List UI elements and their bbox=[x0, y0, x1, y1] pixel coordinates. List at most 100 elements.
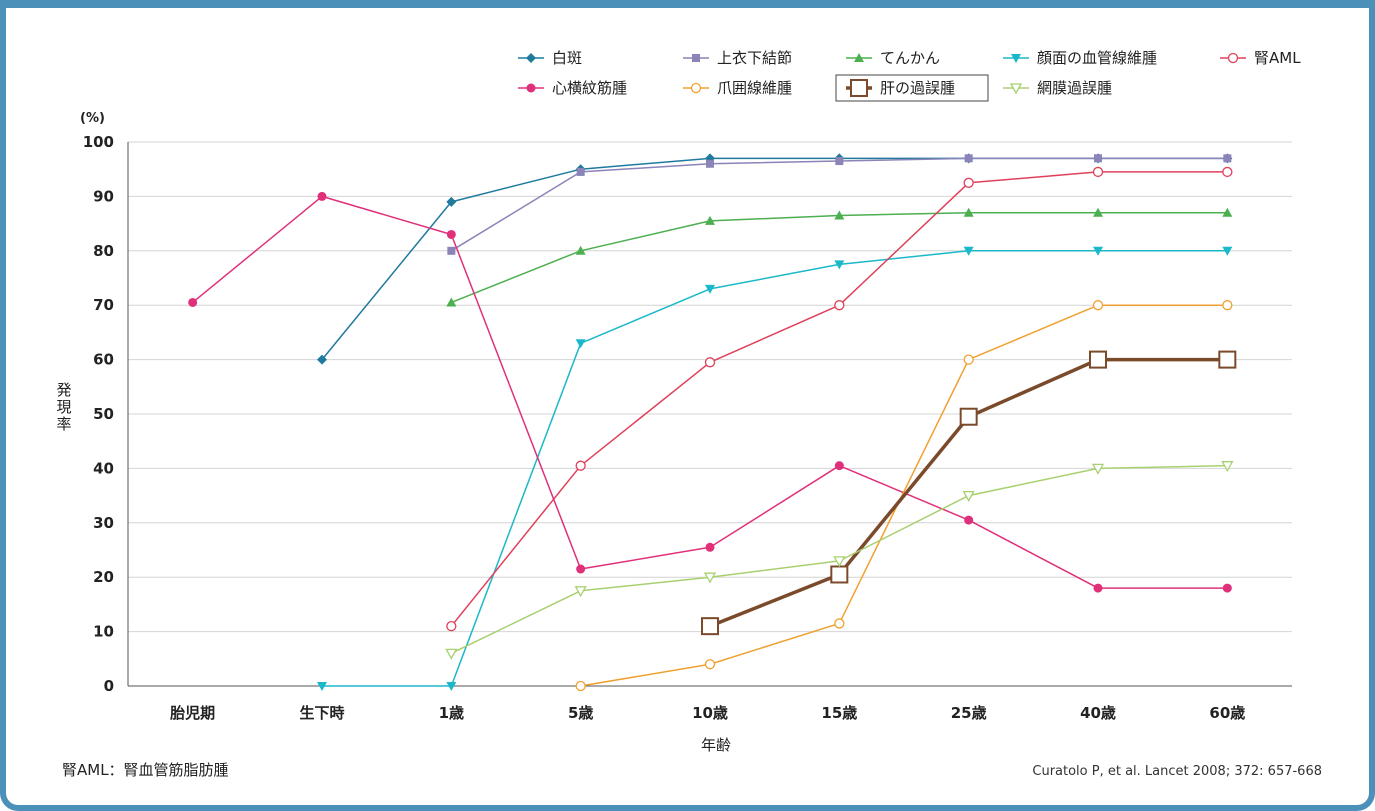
data-point bbox=[834, 260, 845, 270]
x-tick-label: 胎児期 bbox=[170, 704, 215, 722]
legend: 白斑 上衣下結節 てんかん 顔面の血管線維腫 腎AML 心横紋筋腫 爪囲線維腫 肝の過誤腫 網膜… bbox=[518, 49, 1301, 102]
data-point bbox=[962, 490, 975, 502]
y-tick-label: 50 bbox=[93, 405, 114, 423]
data-point bbox=[317, 354, 327, 365]
x-tick-label: 10歳 bbox=[692, 704, 728, 722]
x-tick-label: 生下時 bbox=[299, 704, 344, 722]
data-point bbox=[576, 167, 585, 176]
data-point bbox=[834, 300, 845, 311]
legend-swatch-marker bbox=[850, 79, 868, 97]
legend-label: 心横紋筋腫 bbox=[552, 79, 627, 97]
data-point bbox=[447, 246, 456, 255]
legend-label: てんかん bbox=[880, 49, 940, 67]
data-point bbox=[964, 154, 973, 163]
x-tick-label: 60歳 bbox=[1209, 704, 1245, 722]
data-point bbox=[1222, 166, 1233, 178]
legend-swatch-marker bbox=[692, 54, 700, 62]
y-tick-label: 100 bbox=[83, 133, 114, 151]
series bbox=[446, 207, 1233, 307]
data-point bbox=[1093, 583, 1103, 593]
y-unit-label: (%) bbox=[80, 111, 105, 126]
data-point bbox=[705, 215, 715, 225]
data-point bbox=[575, 460, 586, 471]
legend-swatch-marker bbox=[1227, 52, 1239, 64]
series bbox=[188, 191, 1232, 593]
data-point bbox=[1222, 583, 1232, 593]
series-line bbox=[580, 304, 1228, 687]
series bbox=[446, 166, 1233, 632]
y-tick-label: 60 bbox=[93, 351, 114, 369]
data-point bbox=[833, 556, 846, 568]
legend-item: 心横紋筋腫 bbox=[518, 79, 627, 97]
data-point bbox=[704, 659, 716, 670]
legend-label: 爪囲線維腫 bbox=[717, 79, 792, 97]
y-tick-label: 40 bbox=[93, 459, 114, 477]
data-point bbox=[446, 229, 456, 239]
legend-swatch-marker bbox=[526, 53, 536, 63]
data-point bbox=[1093, 246, 1103, 256]
data-point bbox=[963, 246, 974, 256]
data-point bbox=[446, 621, 457, 632]
data-point bbox=[963, 354, 974, 365]
series-line bbox=[321, 157, 1228, 361]
legend-label: 白斑 bbox=[552, 49, 582, 67]
x-tick-label: 40歳 bbox=[1080, 704, 1116, 722]
data-point bbox=[835, 157, 844, 166]
x-tick-label: 5歳 bbox=[568, 704, 593, 722]
data-point bbox=[705, 542, 715, 552]
citation: Curatolo P, et al. Lancet 2008; 372: 657… bbox=[1032, 764, 1322, 779]
data-point bbox=[188, 297, 198, 307]
series bbox=[445, 461, 1234, 660]
y-tick-label: 20 bbox=[93, 568, 114, 586]
data-point bbox=[446, 297, 457, 307]
data-point bbox=[959, 407, 978, 426]
legend-item: 網膜過誤腫 bbox=[1003, 79, 1112, 97]
y-tick-label: 70 bbox=[93, 296, 114, 314]
y-tick-labels: 0 10 20 30 40 50 60 70 80 90 100 bbox=[83, 133, 114, 695]
series-line bbox=[192, 195, 1228, 589]
series bbox=[317, 246, 1233, 691]
y-tick-label: 10 bbox=[93, 623, 114, 641]
data-point bbox=[963, 207, 974, 217]
legend-item: 上衣下結節 bbox=[683, 49, 792, 67]
x-tick-label: 15歳 bbox=[821, 704, 857, 722]
data-point bbox=[575, 245, 586, 255]
series-line bbox=[322, 250, 1228, 687]
data-point bbox=[701, 617, 719, 636]
legend-swatch-marker bbox=[1011, 54, 1021, 63]
data-point bbox=[1094, 154, 1102, 163]
y-axis-title: 発現率 bbox=[56, 381, 71, 433]
legend-highlight-box bbox=[835, 74, 989, 102]
y-tick-label: 90 bbox=[93, 187, 114, 205]
data-point bbox=[317, 682, 327, 691]
legend-item: 白斑 bbox=[518, 49, 582, 67]
data-point bbox=[703, 572, 717, 584]
data-point bbox=[574, 586, 587, 598]
legend-label: 腎AML bbox=[1254, 49, 1301, 67]
data-point bbox=[830, 565, 849, 584]
gridlines bbox=[128, 141, 1292, 633]
data-point bbox=[705, 284, 715, 294]
legend-item: てんかん bbox=[846, 49, 940, 67]
legend-label: 網膜過誤腫 bbox=[1037, 79, 1112, 97]
data-point bbox=[1218, 350, 1237, 369]
data-point bbox=[575, 339, 586, 349]
series bbox=[447, 154, 1232, 255]
data-point bbox=[964, 515, 974, 525]
series bbox=[701, 350, 1237, 636]
data-point bbox=[706, 159, 714, 168]
series-line bbox=[451, 211, 1228, 304]
x-tick-label: 1歳 bbox=[439, 704, 464, 722]
data-point bbox=[1222, 246, 1233, 256]
data-point bbox=[1092, 166, 1104, 178]
legend-swatch-marker bbox=[690, 82, 702, 94]
data-point bbox=[1093, 207, 1103, 217]
legend-label: 顔面の血管線維腫 bbox=[1037, 49, 1157, 67]
data-point bbox=[576, 564, 586, 574]
series bbox=[317, 153, 1233, 365]
data-point bbox=[445, 648, 458, 660]
y-tick-label: 80 bbox=[93, 242, 114, 260]
data-point bbox=[1221, 461, 1234, 473]
data-point bbox=[1091, 463, 1105, 475]
